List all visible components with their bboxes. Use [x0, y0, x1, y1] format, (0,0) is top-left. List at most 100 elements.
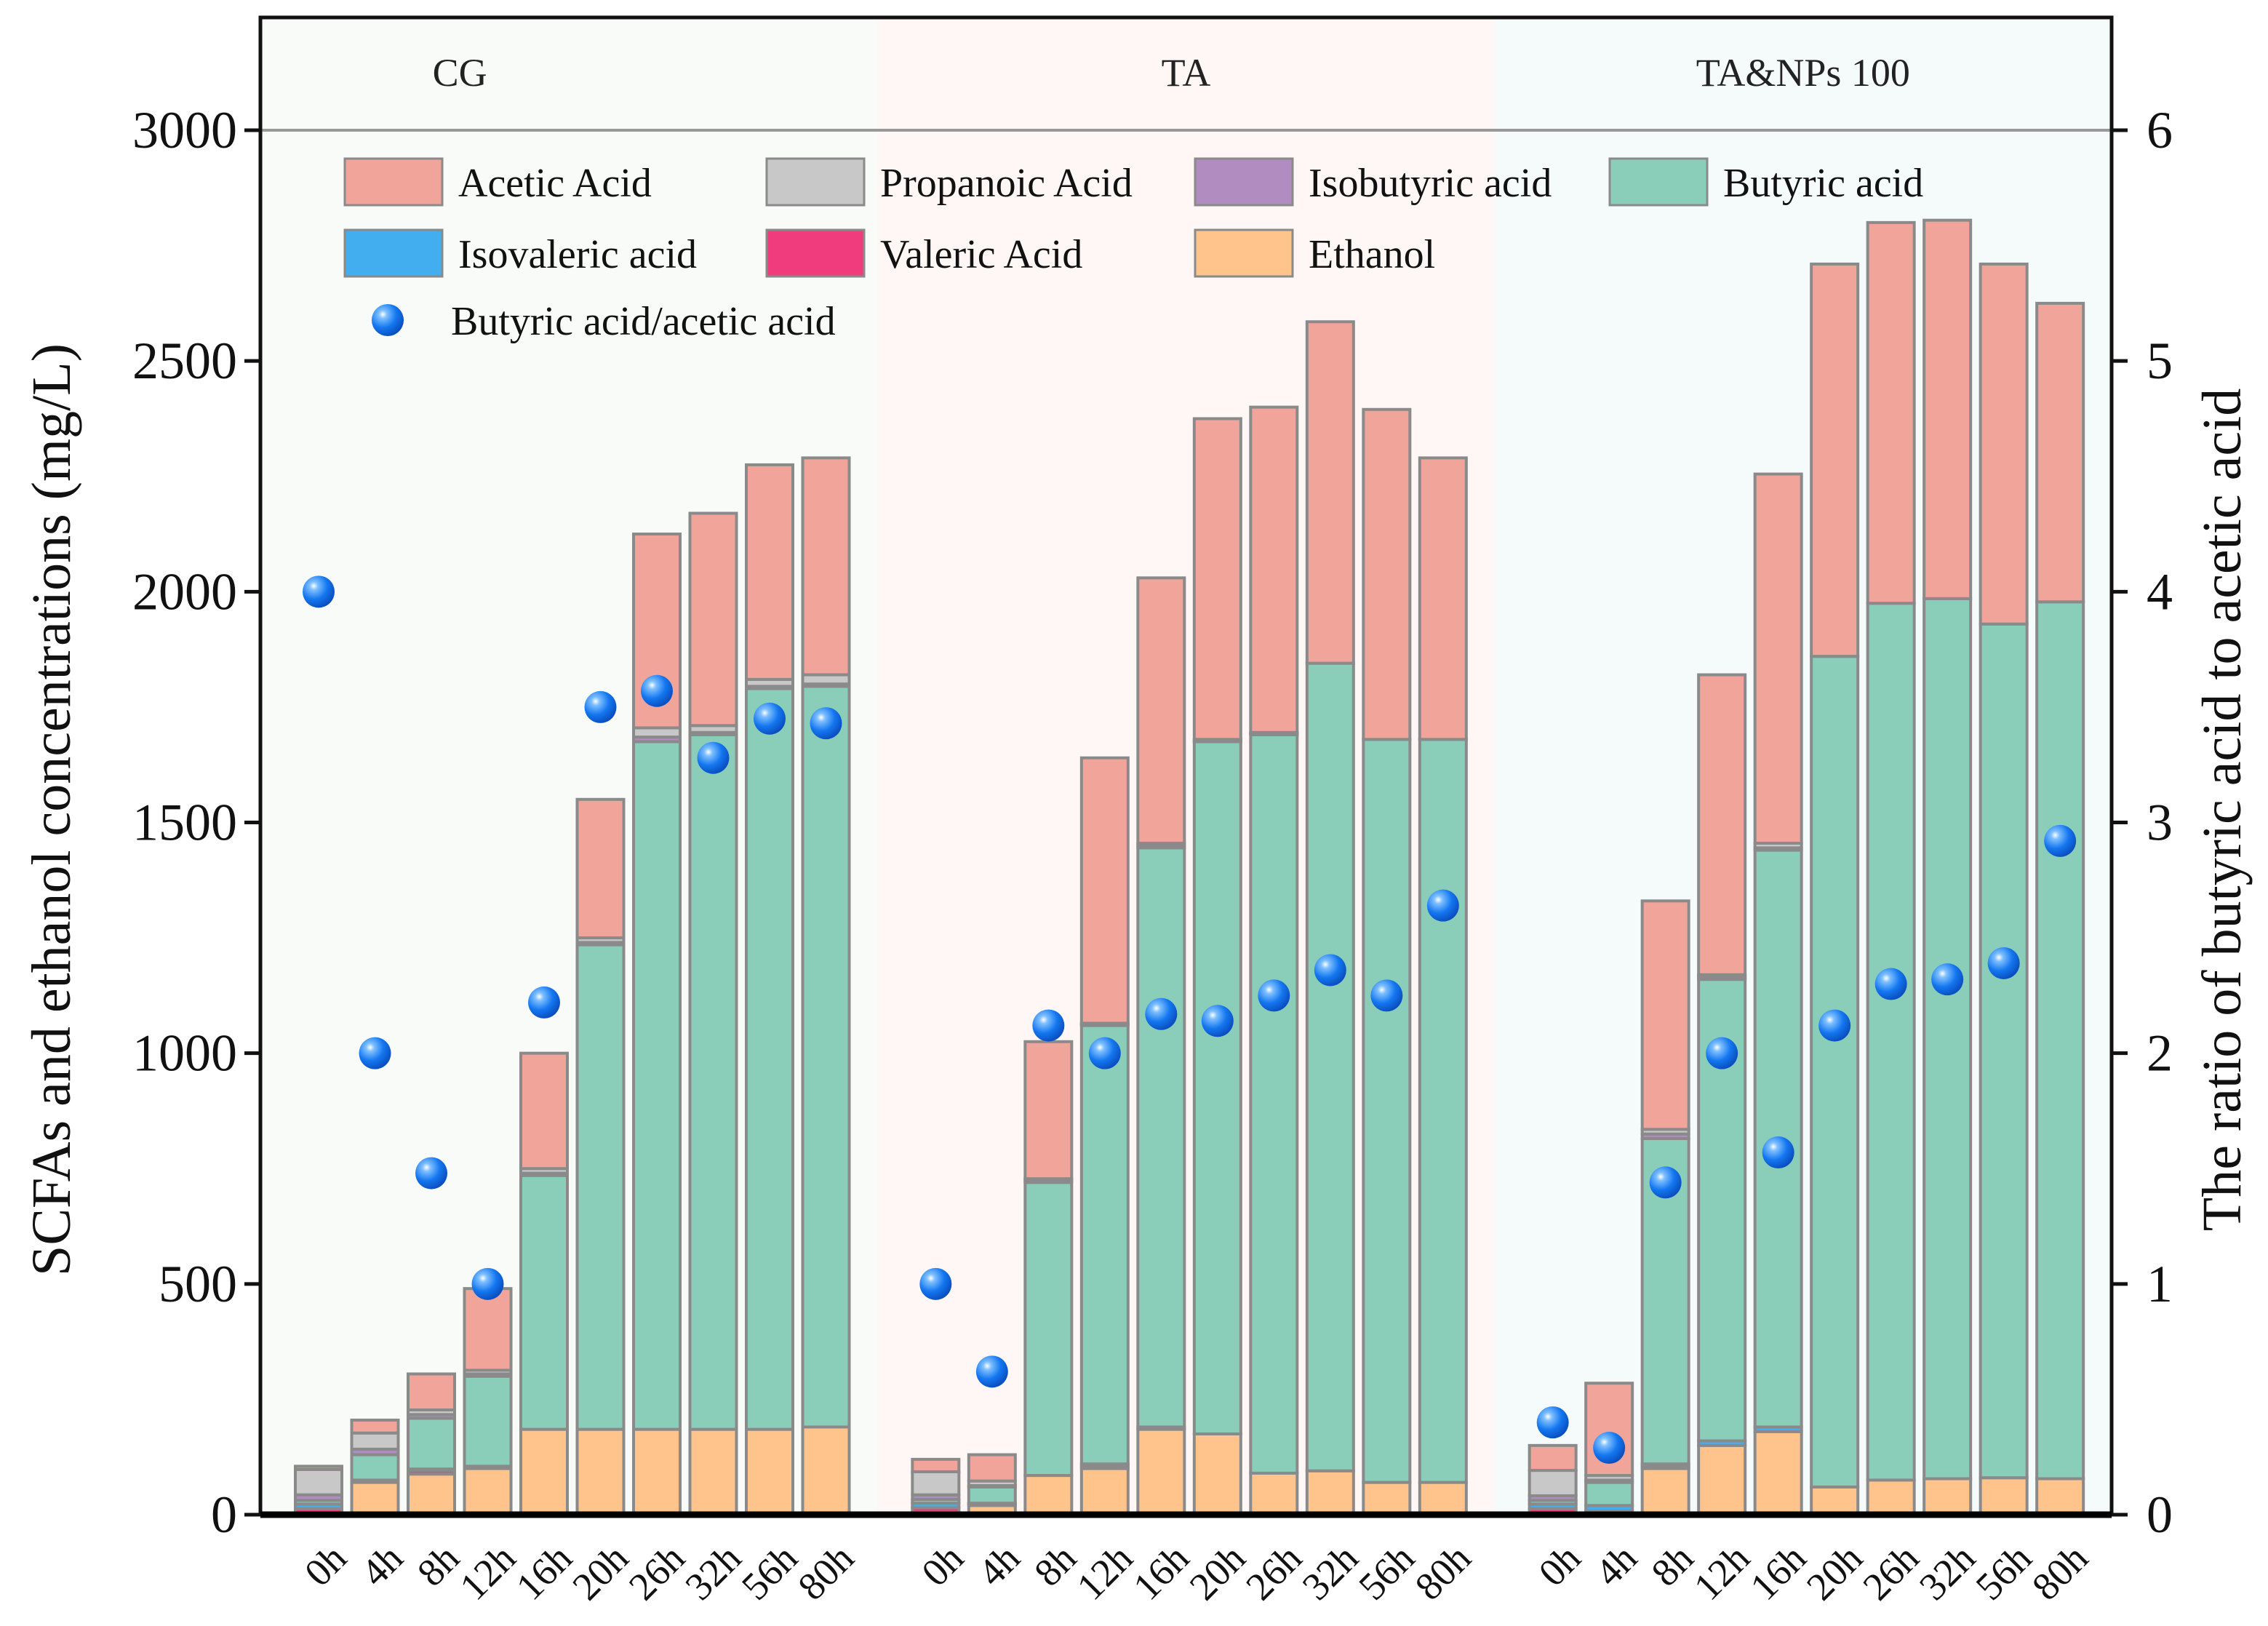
ratio-points — [303, 575, 2077, 1464]
ratio-point — [1987, 946, 2020, 979]
bar-segment-acetic-acid — [1362, 407, 1412, 741]
x-tick-label: 0h — [296, 1536, 355, 1595]
ratio-point — [919, 1267, 952, 1300]
bar-segment-ethanol — [1079, 1467, 1130, 1516]
bar-segment-ethanol — [463, 1467, 513, 1516]
legend-swatch-valeric-acid — [765, 228, 866, 278]
bar-segment-ethanol — [1362, 1480, 1412, 1517]
legend-label: Propanoic Acid — [880, 161, 1133, 206]
bar-segment-butyric-acid — [1023, 1181, 1074, 1478]
y-axis-title: SCFAs and ethanol concentrations (mg/L) — [21, 343, 82, 1276]
legend-swatch-acetic-acid — [343, 157, 444, 207]
x-tick-label: 4h — [970, 1536, 1029, 1595]
bar-segment-butyric-acid — [1978, 622, 2029, 1480]
ratio-point — [1032, 1009, 1065, 1042]
legend-label: Acetic Acid — [458, 161, 652, 206]
bar-segment-butyric-acid — [1810, 655, 1860, 1488]
x-tick-label: 80h — [1407, 1536, 1480, 1609]
ratio-point — [415, 1157, 447, 1189]
ratio-point — [975, 1355, 1008, 1388]
bar-segment-butyric-acid — [801, 685, 851, 1429]
ratio-point — [1874, 968, 1907, 1000]
bar-segment-butyric-acid — [463, 1374, 513, 1468]
bar-segment-acetic-acid — [519, 1051, 569, 1171]
ratio-point — [1706, 1037, 1738, 1069]
bar-segment-butyric-acid — [688, 733, 738, 1431]
x-tick-label: 4h — [1586, 1536, 1645, 1595]
ratio-point — [1536, 1406, 1569, 1439]
legend-ratio-marker — [372, 304, 404, 336]
legend-swatch-propanoic-acid — [765, 157, 866, 207]
ratio-point — [1426, 889, 1459, 922]
y2-tick-label: 0 — [2147, 1486, 2173, 1544]
ratio-point — [1201, 1005, 1234, 1037]
bar-segment-ethanol — [1305, 1469, 1355, 1516]
y-tick-label: 1500 — [132, 794, 237, 852]
legend-label: Isobutyric acid — [1309, 161, 1552, 206]
bar-segment-butyric-acid — [1922, 597, 1973, 1480]
y-tick-label: 3000 — [132, 101, 237, 159]
bar-segment-acetic-acid — [1249, 405, 1299, 734]
bar-segment-acetic-acid — [688, 511, 738, 728]
bar-segment-ethanol — [1978, 1476, 2029, 1516]
bar-segment-butyric-acid — [1249, 733, 1299, 1475]
bar-segment-ethanol — [1810, 1485, 1860, 1516]
bar-segment-ethanol — [1249, 1471, 1299, 1517]
bar-segment-ethanol — [1418, 1480, 1468, 1517]
legend-label: Butyric acid — [1723, 161, 1923, 206]
bar-segment-acetic-acid — [1753, 472, 1803, 845]
bar-segment-ethanol — [1922, 1477, 1973, 1516]
bar-segment-butyric-acid — [2035, 600, 2085, 1480]
bar-segment-acetic-acid — [1922, 218, 1973, 600]
legend-label: Butyric acid/acetic acid — [451, 299, 836, 344]
ratio-point — [2044, 824, 2077, 857]
y2-tick-label: 5 — [2147, 332, 2173, 390]
bar-segment-acetic-acid — [1697, 673, 1747, 976]
bar-segment-ethanol — [801, 1425, 851, 1517]
legend-label: Ethanol — [1309, 232, 1435, 277]
ratio-point — [697, 741, 730, 774]
y2-tick-label: 1 — [2147, 1255, 2173, 1313]
y2-tick-label: 3 — [2147, 794, 2173, 852]
y2-tick-label: 2 — [2147, 1024, 2173, 1083]
y2-axis-title: The ratio of butyric acid to acetic acid — [2192, 388, 2253, 1231]
ratio-point — [359, 1037, 391, 1069]
bar-segment-ethanol — [1866, 1478, 1916, 1517]
bar-segment-butyric-acid — [1136, 846, 1186, 1429]
group-label: TA — [1162, 51, 1211, 95]
legend-swatch-butyric-acid — [1608, 157, 1709, 207]
group-label: CG — [433, 51, 487, 95]
bar-segment-propanoic-acid — [350, 1431, 400, 1451]
bar-segment-ethanol — [1753, 1430, 1803, 1516]
bar-segment-butyric-acid — [519, 1173, 569, 1431]
bar-segment-butyric-acid — [745, 687, 794, 1431]
ratio-point — [1088, 1037, 1121, 1069]
bar-segment-acetic-acid — [1866, 220, 1916, 605]
bar-segment-acetic-acid — [350, 1418, 400, 1435]
legend-swatch-ethanol — [1194, 228, 1294, 278]
bar-segment-ethanol — [2035, 1477, 2085, 1516]
y-tick-label: 0 — [211, 1486, 237, 1544]
bar-segment-acetic-acid — [2035, 301, 2085, 604]
ratio-point — [641, 674, 673, 707]
ratio-point — [1593, 1432, 1626, 1464]
bar-segment-acetic-acid — [463, 1287, 513, 1372]
bar-segment-acetic-acid — [1305, 320, 1355, 665]
ratio-point — [810, 707, 842, 740]
bar-segment-acetic-acid — [1640, 899, 1690, 1131]
bar-segment-acetic-acid — [967, 1453, 1017, 1483]
bar-segment-ethanol — [1640, 1467, 1690, 1516]
y-tick-label: 500 — [159, 1255, 237, 1313]
bar-segment-ethanol — [1192, 1432, 1242, 1517]
bar-segment-acetic-acid — [294, 1464, 343, 1471]
bar-segment-ethanol — [1136, 1427, 1186, 1516]
bar-segment-acetic-acid — [911, 1457, 961, 1474]
ratio-point — [528, 986, 560, 1019]
x-tick-label: 0h — [913, 1536, 972, 1595]
bar-segment-butyric-acid — [1305, 661, 1355, 1472]
bar-segment-acetic-acid — [407, 1372, 456, 1412]
bar-segment-butyric-acid — [1418, 738, 1468, 1484]
ratio-point — [1931, 963, 1964, 996]
ratio-point — [584, 690, 617, 723]
